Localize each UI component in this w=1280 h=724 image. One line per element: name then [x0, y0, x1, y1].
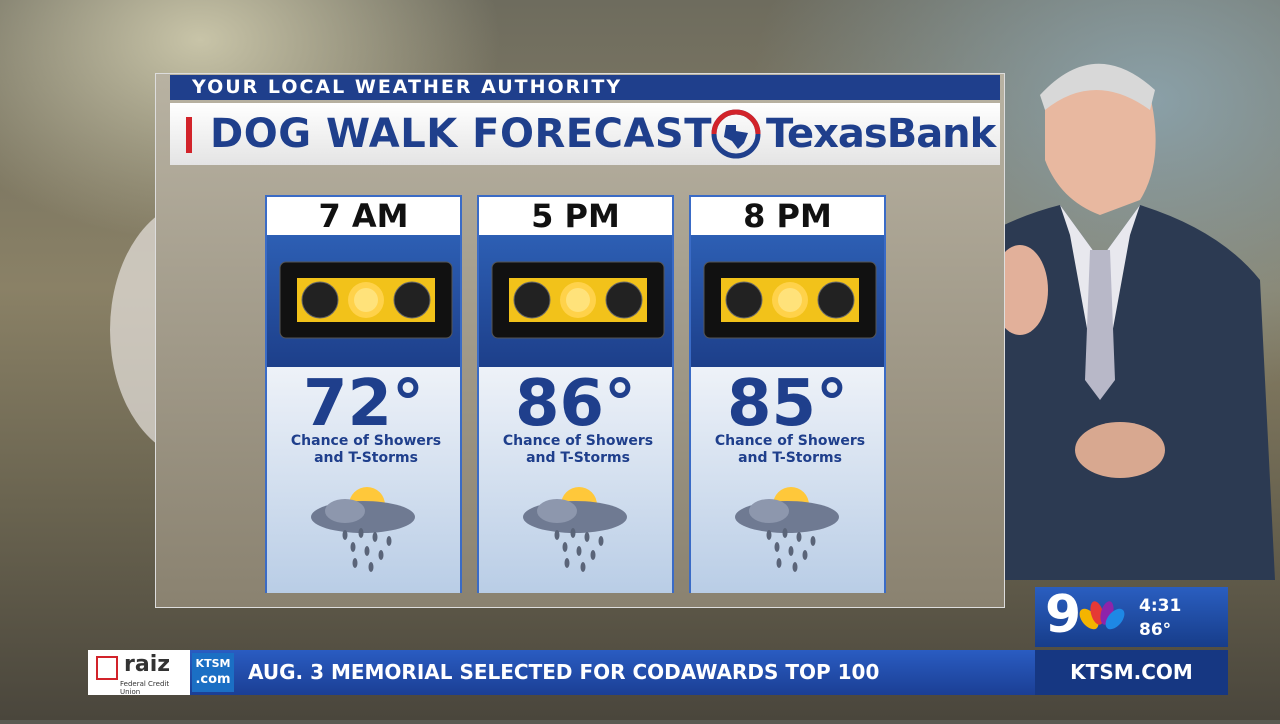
- panel-condition: Chance of Showers and T-Storms: [714, 433, 866, 466]
- panel-time: 8 PM: [743, 197, 832, 235]
- sponsor-sub: Federal Credit Union: [120, 680, 170, 696]
- panel-time: 7 AM: [318, 197, 409, 235]
- peacock: [1079, 601, 1125, 630]
- sponsor: TexasBank: [766, 111, 996, 157]
- weather-icon: [523, 487, 627, 572]
- title: DOG WALK FORECAST: [210, 111, 713, 157]
- ticker-sponsor: raiz Federal Credit Union: [88, 650, 190, 696]
- forecast-panel: 7 AM 72° Chance of Showers and T-Storms: [265, 195, 462, 593]
- panel-indicator: [479, 235, 672, 367]
- panel-condition: Chance of Showers and T-Storms: [502, 433, 654, 466]
- panel-time: 5 PM: [531, 197, 620, 235]
- accent: [186, 117, 192, 153]
- weather-icon: [311, 487, 415, 572]
- forecast-panel: 5 PM 86° Chance of Showers and T-Storms: [477, 195, 674, 593]
- forecast-panel: 8 PM 85° Chance of Showers and T-Storms: [689, 195, 886, 593]
- panel-details: 72° Chance of Showers and T-Storms: [267, 367, 460, 593]
- sponsor-icon: [96, 656, 118, 680]
- sponsor-logo: [711, 109, 761, 159]
- panel-temperature: 86°: [514, 367, 637, 441]
- station-bug: 9 4:31 86°: [1035, 585, 1228, 647]
- station-name: KTSM: [195, 657, 231, 670]
- panel-indicator: [691, 235, 884, 367]
- station-logo: KTSM .com: [192, 653, 234, 692]
- traffic-light: [491, 261, 665, 339]
- traffic-light: [279, 261, 453, 339]
- panel-details: 86° Chance of Showers and T-Storms: [479, 367, 672, 593]
- traffic-light: [703, 261, 877, 339]
- tagline: YOUR LOCAL WEATHER AUTHORITY: [170, 75, 1000, 100]
- weather-icon: [735, 487, 839, 572]
- headline: AUG. 3 MEMORIAL SELECTED FOR CODAWARDS T…: [248, 660, 880, 684]
- ticker: raiz Federal Credit Union KTSM .com AUG.…: [88, 650, 1228, 696]
- sponsor-name: raiz: [124, 652, 171, 677]
- panel-temperature: 85°: [726, 367, 849, 441]
- current-temperature: 86°: [1139, 620, 1172, 640]
- website: KTSM.COM: [1035, 650, 1228, 695]
- station-sub: .com: [195, 672, 231, 687]
- panel-condition: Chance of Showers and T-Storms: [290, 433, 442, 466]
- title-bar: DOG WALK FORECAST TexasBank: [170, 103, 1000, 165]
- panel-indicator: [267, 235, 460, 367]
- panel-temperature: 72°: [302, 367, 425, 441]
- time: 4:31: [1139, 596, 1182, 616]
- panel-details: 85° Chance of Showers and T-Storms: [691, 367, 884, 593]
- channel: 9: [1045, 585, 1082, 645]
